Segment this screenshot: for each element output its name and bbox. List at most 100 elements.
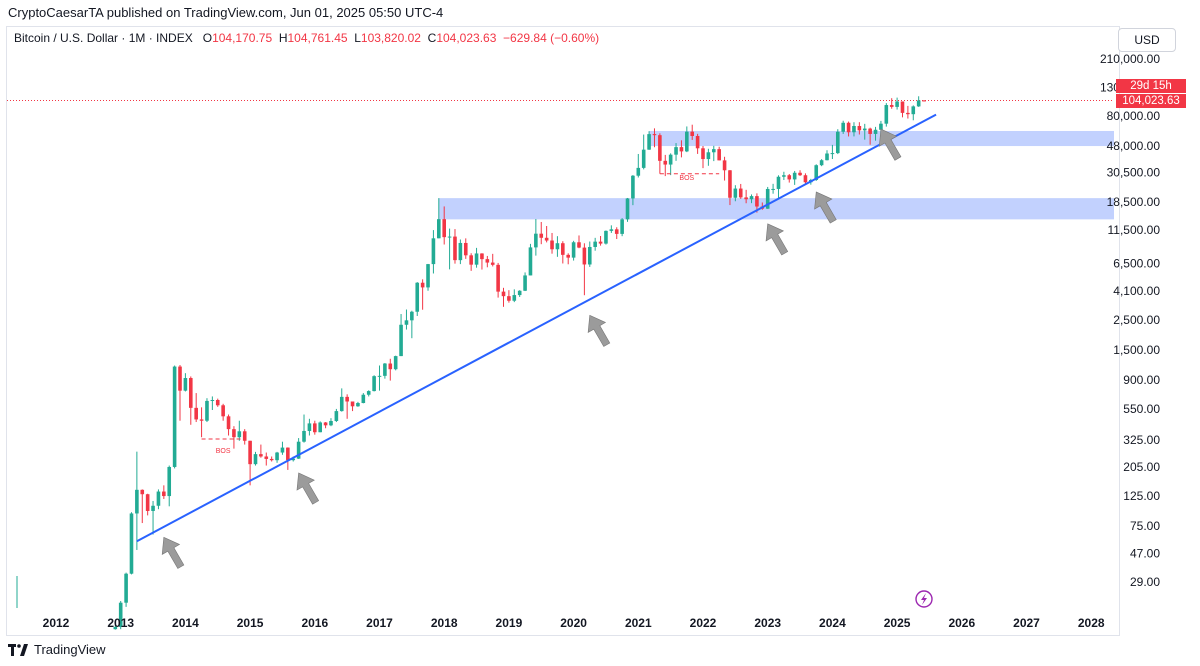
candle-body	[814, 165, 819, 180]
candle-body	[792, 172, 797, 180]
candle-body	[755, 196, 759, 207]
x-tick-label: 2018	[431, 616, 458, 630]
y-tick-label: 18,500.00	[1107, 195, 1161, 209]
y-tick-label: 4,100.00	[1113, 284, 1160, 298]
candle-body	[722, 160, 727, 171]
candle-body	[469, 255, 473, 265]
candle-body	[393, 356, 398, 370]
candle-body	[323, 422, 328, 426]
candle-body	[172, 366, 177, 467]
candle-body	[442, 219, 446, 238]
chart-frame	[6, 26, 1120, 636]
candle-body	[787, 175, 792, 180]
x-tick-label: 2017	[366, 616, 393, 630]
countdown-tag: 29d 15h	[1116, 79, 1186, 93]
candle-body	[593, 241, 597, 247]
y-tick-label: 1,500.00	[1113, 343, 1160, 357]
candle-body	[771, 188, 775, 190]
candle-body	[916, 100, 921, 107]
candle-body	[765, 188, 770, 209]
candle-body	[420, 282, 425, 288]
high-label: H	[278, 31, 288, 45]
candle-body	[167, 466, 172, 497]
candle-body	[318, 422, 322, 433]
last-price-tag: 104,023.63	[1116, 94, 1186, 108]
symbol-name: Bitcoin / U.S. Dollar · 1M · INDEX	[14, 31, 193, 45]
candle-body	[480, 253, 484, 260]
candle-body	[253, 454, 258, 465]
x-tick-label: 2013	[107, 616, 134, 630]
candle-body	[194, 407, 198, 420]
candle-body	[830, 153, 835, 155]
candle-body	[582, 247, 587, 265]
candle-body	[846, 122, 851, 133]
candle-body	[604, 230, 608, 244]
candle-body	[183, 378, 188, 391]
candle-body	[361, 394, 366, 404]
candle-body	[366, 391, 371, 395]
candle-body	[124, 573, 128, 603]
candle-body	[350, 401, 355, 407]
candle-body	[825, 153, 829, 161]
x-tick-label: 2026	[948, 616, 975, 630]
lightning-icon[interactable]	[915, 590, 933, 608]
pointer-arrow-icon	[161, 536, 185, 569]
tradingview-brand[interactable]: TradingView	[8, 642, 106, 657]
y-tick-label: 6,500.00	[1113, 257, 1160, 271]
y-tick-label: 30,500.00	[1107, 166, 1161, 180]
y-tick-label: 205.00	[1123, 460, 1160, 474]
candle-body	[410, 311, 414, 321]
candle-body	[485, 259, 490, 263]
candle-body	[609, 229, 614, 231]
candle-body	[453, 236, 457, 261]
y-tick-label: 125.00	[1123, 489, 1160, 503]
candle-body	[383, 363, 387, 376]
candle-body	[447, 236, 452, 238]
x-tick-label: 2022	[690, 616, 717, 630]
candle-body	[135, 489, 139, 514]
candle-body	[835, 131, 840, 154]
candle-body	[145, 494, 150, 511]
open-value: 104,170.75	[212, 31, 273, 45]
close-label: C	[427, 31, 437, 45]
candle-body	[711, 149, 716, 153]
candle-body	[205, 400, 209, 421]
candle-body	[463, 242, 468, 256]
candle-body	[631, 175, 635, 199]
candle-body	[199, 419, 204, 421]
pointer-arrow-icon	[587, 314, 611, 347]
candle-body	[690, 131, 695, 136]
candle-body	[679, 147, 684, 152]
candle-body	[426, 264, 430, 288]
candle-body	[140, 489, 145, 495]
candle-body	[329, 420, 333, 426]
candle-body	[884, 105, 889, 124]
candle-body	[291, 458, 296, 461]
candle-body	[162, 491, 166, 497]
candle-body	[728, 170, 732, 198]
candle-body	[862, 128, 867, 131]
candle-body	[415, 282, 420, 312]
candle-body	[782, 175, 786, 177]
candle-body	[388, 363, 393, 370]
candle-body	[598, 241, 603, 244]
candle-body	[625, 198, 630, 220]
x-tick-label: 2021	[625, 616, 652, 630]
candle-body	[733, 188, 738, 198]
high-value: 104,761.45	[287, 31, 348, 45]
candle-body	[501, 291, 506, 297]
currency-selector[interactable]: USD	[1118, 28, 1176, 52]
y-tick-label: 75.00	[1130, 519, 1160, 533]
y-tick-label: 2,500.00	[1113, 313, 1160, 327]
candle-body	[523, 275, 527, 291]
candle-body	[614, 229, 619, 234]
low-label: L	[354, 31, 361, 45]
candle-body	[474, 253, 479, 265]
open-label: O	[202, 31, 213, 45]
y-tick-label: 11,500.00	[1108, 223, 1161, 237]
candle-body	[248, 440, 252, 465]
bos-label-1: BOS	[216, 448, 231, 455]
candle-body	[232, 429, 236, 438]
tradingview-label: TradingView	[34, 642, 106, 657]
